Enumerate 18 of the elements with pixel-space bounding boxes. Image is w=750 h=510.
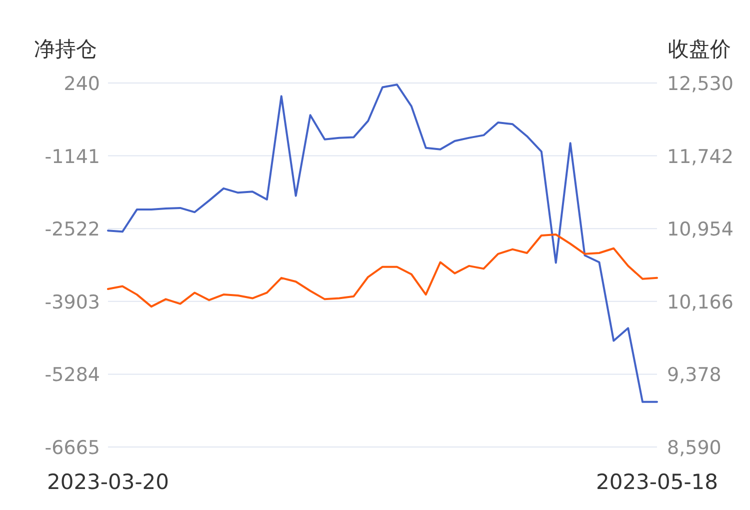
y2-tick-label: 8,590 — [667, 437, 722, 459]
y2-tick-label: 12,530 — [667, 73, 734, 95]
y-tick-label: -6665 — [44, 437, 100, 459]
y2-tick-label: 10,954 — [667, 218, 734, 241]
y-tick-label: 240 — [64, 73, 100, 95]
y2-tick-label: 9,378 — [667, 364, 722, 386]
y-tick-label: -3903 — [44, 291, 100, 314]
line-series — [107, 84, 658, 403]
line-series — [107, 234, 658, 308]
y-tick-label: -2522 — [44, 218, 100, 241]
x-tick-label: 2023-05-18 — [596, 470, 718, 494]
y-tick-label: -5284 — [44, 364, 100, 386]
y2-axis-title: 收盘价 — [668, 37, 731, 61]
y2-tick-label: 10,166 — [667, 291, 734, 314]
y-tick-label: -1141 — [44, 146, 100, 168]
x-tick-label: 2023-03-20 — [46, 470, 170, 494]
y-axis-title: 净持仓 — [34, 37, 97, 61]
y2-tick-label: 11,742 — [667, 146, 734, 168]
